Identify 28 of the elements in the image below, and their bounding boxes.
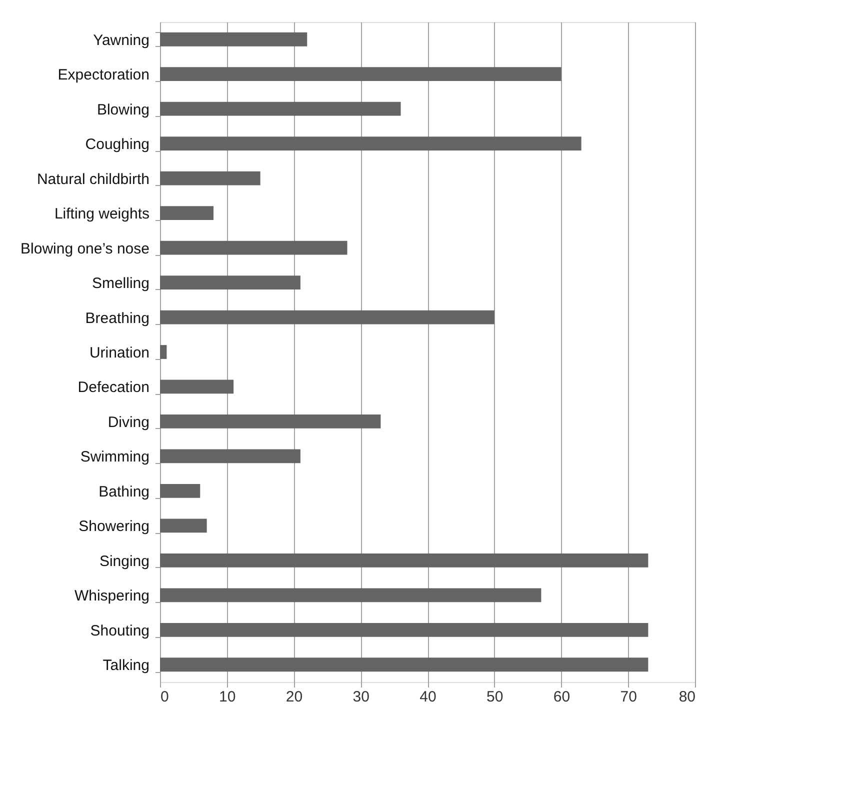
x-tick-label: 80 bbox=[678, 688, 696, 706]
x-tick-label: 30 bbox=[352, 688, 370, 706]
x-tick-label: 20 bbox=[286, 688, 303, 706]
y-tick-label: Lifting weights bbox=[54, 206, 150, 223]
y-tick-label: Urination bbox=[89, 344, 150, 362]
y-tick-label: Showering bbox=[78, 518, 150, 536]
y-tick-label: Coughing bbox=[85, 136, 150, 154]
x-tick-label: 70 bbox=[620, 688, 637, 706]
y-tick-label: Shouting bbox=[90, 622, 150, 640]
y-tick-label: Natural childbirth bbox=[36, 170, 150, 188]
y-tick-label: Defecation bbox=[78, 379, 150, 396]
y-tick-label: Yawning bbox=[93, 32, 150, 49]
x-tick-label: 0 bbox=[160, 688, 169, 706]
y-tick-label: Whispering bbox=[74, 588, 150, 605]
y-tick-label: Bathing bbox=[98, 483, 150, 500]
y-tick-label: Expectoration bbox=[58, 66, 150, 84]
x-tick-label: 10 bbox=[219, 688, 236, 706]
y-tick-label: Singing bbox=[99, 552, 150, 570]
y-tick-label: Diving bbox=[108, 414, 150, 431]
y-tick-label: Breathing bbox=[85, 310, 150, 327]
y-tick-label: Talking bbox=[102, 657, 150, 674]
y-tick-label: Swimming bbox=[80, 448, 150, 466]
y-tick-label: Blowing one’s nose bbox=[20, 240, 150, 258]
y-tick-label: Smelling bbox=[92, 275, 150, 292]
x-tick-label: 50 bbox=[486, 688, 504, 706]
x-tick-label: 60 bbox=[553, 688, 570, 706]
x-tick-label: 40 bbox=[420, 688, 436, 706]
y-tick-label: Blowing bbox=[96, 101, 150, 118]
